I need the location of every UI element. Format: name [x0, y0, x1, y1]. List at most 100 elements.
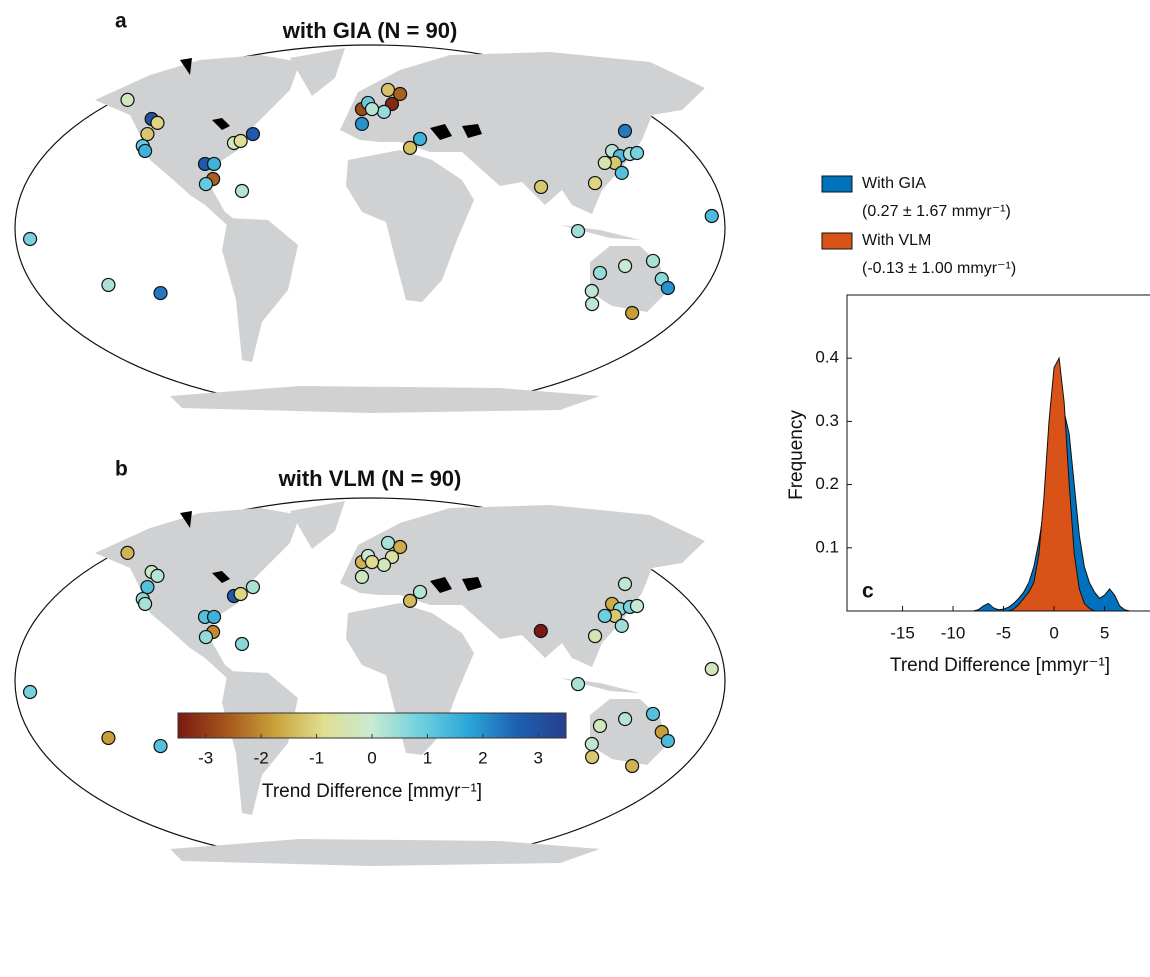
station-dot — [704, 208, 719, 224]
station-dot — [234, 183, 250, 199]
station-dot — [625, 758, 640, 774]
station-dot — [618, 711, 633, 727]
station-dot — [198, 629, 214, 645]
panel-label: c — [862, 580, 874, 603]
x-tick-label: 5 — [1100, 623, 1109, 642]
station-dot — [704, 661, 719, 677]
station-dot — [380, 82, 396, 98]
map-title: with GIA (N = 90) — [282, 18, 458, 43]
density-area — [953, 356, 1135, 612]
station-dot — [376, 104, 392, 119]
station-dot — [584, 736, 599, 752]
y-axis-label: Frequency — [786, 410, 807, 500]
station-dot — [137, 596, 153, 612]
colorbar-tick-label: -3 — [198, 748, 213, 767]
colorbar-tick-label: -1 — [309, 748, 324, 767]
station-dot — [402, 140, 418, 155]
legend-detail: (-0.13 ± 1.00 mmyr⁻¹) — [862, 260, 1016, 277]
station-dot — [587, 628, 603, 644]
station-dot — [150, 568, 165, 583]
station-dot — [153, 285, 168, 301]
station-dot — [402, 593, 418, 608]
station-dot — [364, 554, 380, 570]
station-dot — [233, 586, 248, 602]
colorbar-ramp — [177, 712, 567, 739]
colorbar-label: Trend Difference [mmyr⁻¹] — [262, 781, 482, 802]
panel-label: b — [115, 458, 128, 481]
station-dot — [354, 116, 370, 131]
station-dot — [101, 730, 116, 746]
colorbar-tick-label: -2 — [254, 748, 269, 767]
station-dot — [587, 175, 603, 191]
station-dot — [22, 231, 38, 247]
station-dot — [614, 165, 629, 180]
station-dot — [245, 126, 261, 142]
station-dot — [233, 133, 248, 149]
station-dot — [22, 684, 38, 700]
station-dot — [570, 223, 586, 239]
station-dot — [533, 179, 549, 195]
station-dot — [645, 706, 661, 722]
station-dot — [533, 623, 548, 639]
y-tick-label: 0.3 — [815, 411, 839, 430]
station-dot — [150, 115, 165, 130]
x-tick-label: -10 — [941, 623, 966, 642]
station-dot — [660, 280, 675, 296]
x-tick-label: -5 — [996, 623, 1011, 642]
legend-swatch — [821, 175, 853, 193]
station-dot — [617, 576, 633, 592]
station-dot — [412, 131, 428, 147]
legend-detail: (0.27 ± 1.67 mmyr⁻¹) — [862, 203, 1011, 220]
station-dot — [137, 143, 153, 159]
station-dot — [660, 733, 675, 749]
density-chart: With GIA (0.27 ± 1.67 mmyr⁻¹) With VLM (-0.… — [786, 175, 1150, 676]
legend-swatch — [821, 232, 853, 250]
station-dot — [393, 539, 408, 555]
station-dot — [393, 86, 408, 102]
y-tick-label: 0.4 — [815, 348, 839, 367]
legend-label: With GIA — [862, 175, 926, 192]
station-dot — [617, 123, 633, 139]
axes-box — [846, 294, 1150, 612]
y-tick-label: 0.2 — [815, 474, 839, 493]
station-dot — [234, 636, 250, 652]
colorbar-tick-label: 3 — [534, 748, 543, 767]
station-dot — [592, 718, 608, 734]
colorbar-tick-label: 2 — [478, 748, 487, 767]
station-dot — [364, 101, 380, 117]
station-dot — [380, 535, 396, 551]
station-dot — [585, 749, 600, 765]
station-dot — [153, 738, 168, 754]
x-axis-label: Trend Difference [mmyr⁻¹] — [890, 655, 1110, 676]
station-dot — [412, 584, 428, 600]
station-dot — [645, 253, 661, 269]
station-dot — [101, 277, 116, 293]
station-dot — [618, 258, 633, 274]
station-dot — [140, 126, 155, 142]
station-dot — [614, 618, 629, 633]
y-tick-label: 0.1 — [815, 537, 839, 556]
station-dot — [206, 609, 222, 625]
station-dot — [629, 598, 645, 614]
station-dot — [120, 92, 135, 108]
station-dot — [120, 545, 135, 561]
station-dot — [592, 265, 608, 281]
station-dot — [570, 676, 586, 692]
station-dot — [629, 145, 645, 161]
station-dot — [206, 156, 222, 172]
map — [14, 44, 726, 413]
map — [14, 497, 726, 866]
station-dot — [585, 296, 600, 312]
x-tick-label: 0 — [1049, 623, 1058, 642]
colorbar-tick-label: 1 — [423, 748, 432, 767]
station-dot — [597, 608, 612, 624]
x-tick-label: -15 — [890, 623, 915, 642]
station-dot — [584, 283, 599, 299]
colorbar: -3 -2 -1 0 1 2 3 Trend Difference [mmyr⁻¹] — [177, 712, 567, 802]
colorbar-tick-label: 0 — [367, 748, 376, 767]
station-dot — [354, 569, 370, 584]
station-dot — [245, 579, 261, 595]
station-dot — [625, 305, 640, 321]
legend-label: With VLM — [862, 232, 931, 249]
